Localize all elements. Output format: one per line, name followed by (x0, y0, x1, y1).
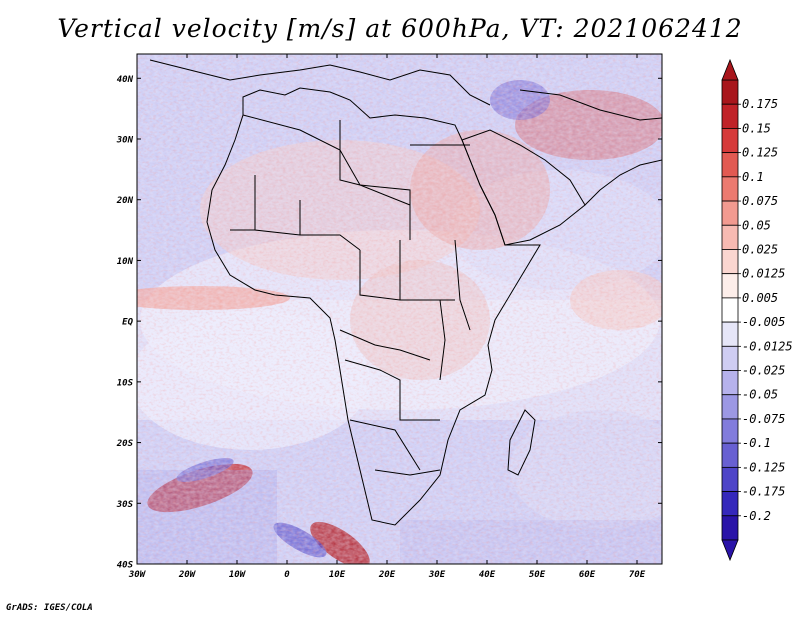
colorbar-label: -0.2 (742, 509, 771, 523)
lat-label: EQ (122, 318, 133, 328)
colorbar-label: -0.025 (742, 364, 785, 378)
colorbar-segment (721, 466, 739, 492)
lat-label: 10S (117, 378, 134, 388)
colorbar-label: -0.175 (742, 485, 785, 499)
colorbar-label: -0.1 (742, 436, 771, 450)
lat-label: 20S (116, 439, 134, 449)
colorbar-label: -0.05 (742, 388, 778, 402)
colorbar-segment (721, 515, 739, 541)
colorbar-bottom-arrow (721, 539, 739, 562)
colorbar-segment (721, 370, 739, 396)
map-frame (136, 53, 663, 565)
lat-label: 40N (117, 75, 134, 85)
colorbar-label: 0.175 (742, 97, 778, 111)
colorbar-segment (721, 394, 739, 420)
colorbar-segment (721, 345, 739, 371)
lon-label: 0 (284, 570, 290, 580)
lon-label: 10E (329, 570, 346, 580)
map-field (137, 54, 662, 564)
lon-label: 70E (629, 570, 646, 580)
colorbar-segment (721, 491, 739, 517)
lon-label: 30W (128, 570, 147, 580)
colorbar-segment (721, 200, 739, 226)
lon-label: 20W (178, 570, 197, 580)
colorbar-top-arrow (721, 58, 739, 81)
lat-label: 10N (117, 257, 134, 267)
colorbar-label: -0.0125 (742, 339, 793, 353)
colorbar-segment (721, 79, 739, 105)
colorbar-segment (721, 152, 739, 178)
colorbar-label: -0.075 (742, 412, 785, 426)
lat-label: 20N (116, 196, 134, 206)
colorbar-label: 0.15 (742, 121, 771, 135)
lat-label: 30N (116, 136, 134, 146)
colorbar-label: 0.005 (742, 291, 778, 305)
coastlines (149, 59, 662, 526)
lon-label: 30E (428, 570, 446, 580)
colorbar-segment (721, 297, 739, 323)
colorbar-segment (721, 273, 739, 299)
colorbar-label: -0.005 (742, 315, 785, 329)
colorbar-segment (721, 418, 739, 444)
colorbar-label: 0.125 (742, 146, 778, 160)
colorbar-label: -0.125 (742, 460, 785, 474)
colorbar-label: 0.05 (742, 218, 771, 232)
colorbar-label: 0.1 (742, 170, 764, 184)
colorbar-segment (721, 224, 739, 250)
lon-label: 40E (479, 570, 496, 580)
colorbar: 0.175 0.15 0.125 0.1 0.075 0.05 0.025 0.0125 0.0… (721, 58, 793, 562)
colorbar-label: 0.025 (742, 242, 778, 256)
lat-label: 40S (117, 561, 134, 571)
lon-label: 10W (229, 570, 247, 580)
colorbar-label: 0.075 (742, 194, 778, 208)
colorbar-segment (721, 103, 739, 129)
colorbar-segment (721, 442, 739, 468)
longitude-axis: 30W 20W 10W 0 10E 20E 30E 40E 50E 60E 70E (128, 54, 646, 580)
colorbar-label: 0.0125 (742, 267, 785, 281)
latitude-axis: 40N 30N 20N 10N EQ 10S 20S 30S 40S (116, 75, 662, 571)
lon-label: 20E (378, 570, 396, 580)
chart-title: Vertical velocity [m/s] at 600hPa, VT: 2… (57, 14, 743, 43)
colorbar-segment (721, 249, 739, 275)
lon-label: 50E (529, 570, 546, 580)
lat-label: 30S (116, 500, 134, 510)
lon-label: 60E (579, 570, 596, 580)
colorbar-segment (721, 321, 739, 347)
colorbar-segment (721, 176, 739, 202)
grads-credit: GrADS: IGES/COLA (6, 603, 93, 613)
colorbar-segment (721, 128, 739, 154)
